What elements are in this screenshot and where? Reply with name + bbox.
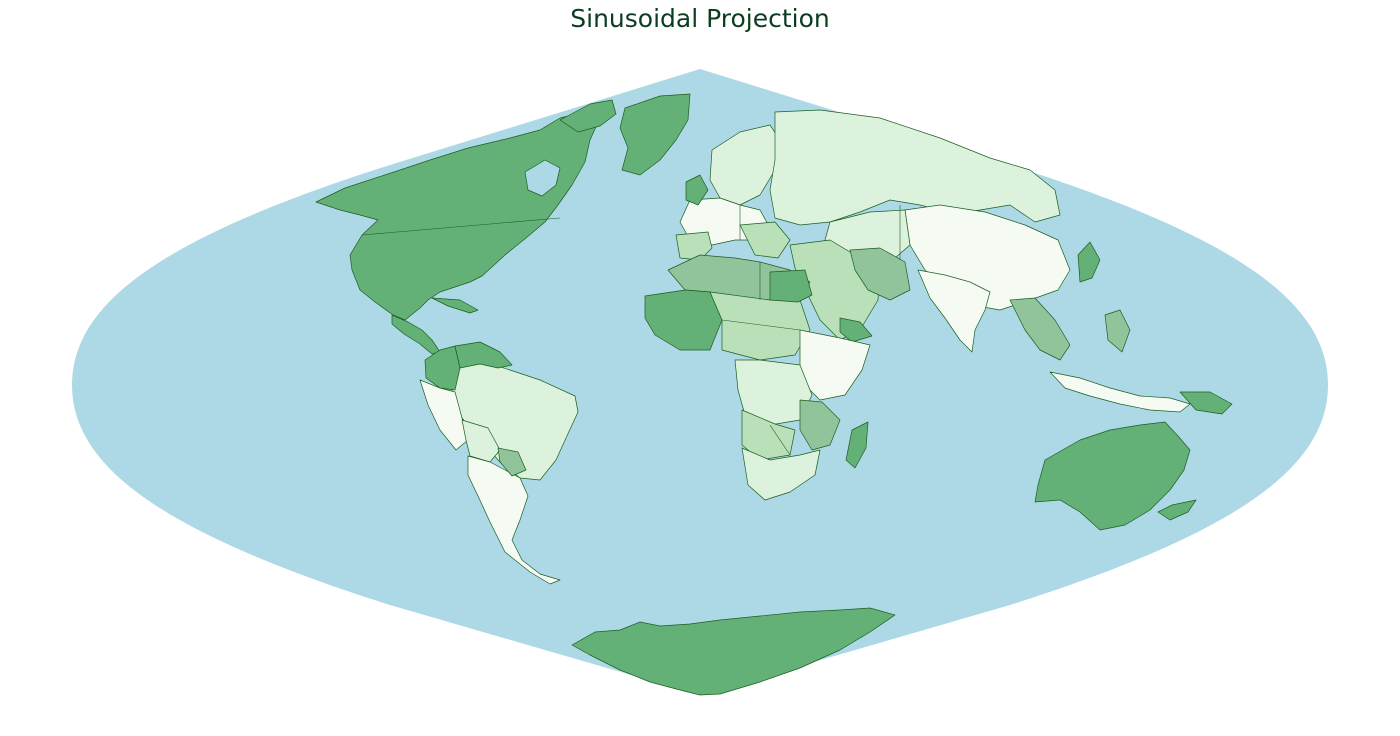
europe-north [709,124,781,206]
hudson-bay [524,159,561,197]
ocean [72,69,1328,695]
central-sahel [709,291,811,361]
british-isles [685,174,709,206]
iberia [675,231,713,261]
balkans [739,221,791,259]
colombia [424,345,461,391]
new-zealand [1157,499,1197,521]
iran [849,247,911,301]
madagascar [845,421,869,469]
country-borders [361,205,901,456]
indonesia [1049,371,1191,413]
argentina-chile [467,455,561,585]
greenland [619,93,691,176]
antarctica [571,607,896,696]
arctic-islands [559,99,617,133]
southern-africa [741,447,821,501]
east-africa [799,399,841,451]
yemen-oman [839,317,873,343]
north-america [315,111,601,321]
australia [1034,421,1191,531]
west-africa [644,289,723,351]
russia [769,109,1061,226]
map-title: Sinusoidal Projection [570,4,830,33]
paraguay [497,447,527,477]
japan [1077,241,1101,283]
venezuela [454,341,513,369]
new-guinea [1179,391,1233,415]
egypt [769,269,813,303]
philippines [1104,309,1131,353]
southeast-asia [1009,297,1071,361]
india [917,269,991,353]
cuba [431,297,479,314]
